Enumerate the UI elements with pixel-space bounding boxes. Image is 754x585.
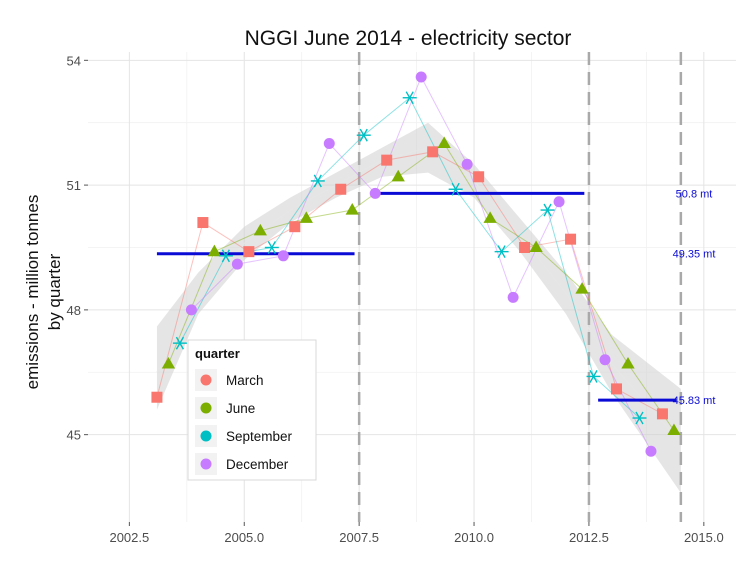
x-tick-label: 2015.0 (684, 530, 724, 545)
x-tick-label: 2002.5 (109, 530, 149, 545)
x-tick-label: 2007.5 (339, 530, 379, 545)
period-mean-label: 50.8 mt (676, 188, 713, 200)
data-point-march (519, 241, 531, 253)
data-point-december (461, 158, 473, 170)
data-point-december (645, 445, 657, 457)
chart-title: NGGI June 2014 - electricity sector (245, 27, 572, 50)
data-point-december (415, 71, 427, 83)
legend-label-march: March (226, 373, 264, 388)
period-boundary-layer (357, 52, 683, 522)
data-point-december (507, 291, 519, 303)
legend-key-march (200, 374, 212, 386)
data-point-june (437, 136, 451, 149)
axis-layer: 2002.5 2005.0 2007.5 2010.0 2012.5 2015.0 45 48… (67, 53, 724, 545)
data-point-june (483, 211, 497, 223)
data-point-december (369, 187, 381, 199)
data-point-june (529, 240, 543, 253)
y-axis-label-line-2: by quarter (45, 253, 64, 330)
data-point-december (277, 250, 289, 262)
data-point-december (599, 354, 611, 366)
data-point-march (656, 408, 668, 420)
y-tick-label: 54 (67, 53, 81, 68)
asterisk-stroke (175, 336, 185, 350)
data-point-march (565, 233, 577, 245)
asterisk-stroke (313, 174, 322, 188)
legend: quarter March June September December (187, 339, 317, 481)
data-point-june (299, 211, 313, 223)
data-point-march (335, 183, 347, 195)
data-point-march (289, 221, 301, 233)
data-point-september (264, 241, 279, 254)
x-tick-label: 2010.0 (454, 530, 494, 545)
asterisk-stroke (451, 182, 460, 196)
series-line-june (167, 142, 675, 431)
data-point-march (611, 383, 623, 395)
data-point-june (161, 356, 176, 369)
legend-label-september: September (226, 429, 293, 444)
period-mean-label: 45.83 mt (673, 395, 716, 407)
data-point-march (197, 217, 209, 229)
asterisk-stroke (497, 245, 506, 259)
smooth-band-layer (156, 122, 682, 493)
data-point-september (540, 203, 555, 217)
data-point-september (356, 128, 371, 142)
legend-key-september (200, 430, 212, 442)
asterisk-stroke (635, 411, 644, 425)
data-point-september (494, 245, 509, 259)
y-axis-label: emissions - million tonnes by quarter (23, 195, 64, 390)
y-tick-label: 51 (67, 178, 81, 193)
data-point-march (473, 171, 485, 183)
data-point-september (402, 91, 417, 105)
legend-label-june: June (226, 401, 255, 416)
data-point-december (231, 258, 243, 270)
point-layer (151, 71, 681, 457)
asterisk-stroke (405, 91, 414, 105)
data-point-september (172, 336, 187, 350)
data-point-december (323, 138, 335, 150)
data-point-june (667, 423, 681, 436)
legend-title: quarter (195, 346, 240, 361)
data-point-march (381, 154, 393, 166)
asterisk-stroke (543, 203, 552, 217)
data-point-march (427, 146, 439, 158)
legend-key-june (200, 402, 212, 414)
legend-items: March June September December (195, 369, 293, 475)
asterisk-stroke (359, 128, 368, 142)
data-point-march (151, 391, 163, 403)
data-point-december (553, 196, 565, 208)
data-point-june (575, 282, 589, 294)
data-point-june (207, 244, 222, 257)
data-point-december (185, 304, 197, 316)
asterisk-stroke (221, 249, 230, 263)
y-tick-label: 48 (67, 303, 81, 318)
asterisk-stroke (589, 370, 598, 383)
data-point-september (310, 174, 325, 188)
data-point-june (253, 223, 267, 236)
legend-label-december: December (226, 457, 289, 472)
period-mean-label: 49.35 mt (673, 249, 716, 261)
data-point-june (345, 203, 359, 215)
legend-key-december (200, 458, 212, 470)
period-mean-layer: 49.35 mt 50.8 mt 45.83 mt (156, 188, 716, 407)
y-tick-label: 45 (67, 428, 81, 443)
data-point-march (243, 246, 255, 258)
data-point-september (448, 182, 463, 196)
data-point-september (632, 411, 647, 425)
smooth-fit-line (156, 147, 682, 444)
data-point-june (621, 356, 635, 369)
x-tick-label: 2012.5 (569, 530, 609, 545)
x-tick-label: 2005.0 (224, 530, 264, 545)
data-point-june (391, 169, 405, 182)
y-axis-label-line-1: emissions - million tonnes (23, 195, 42, 390)
smooth-confidence-band (156, 122, 681, 493)
data-point-september (586, 370, 601, 383)
asterisk-stroke (267, 241, 276, 254)
series-line-march (156, 151, 663, 415)
data-point-september (218, 249, 233, 263)
